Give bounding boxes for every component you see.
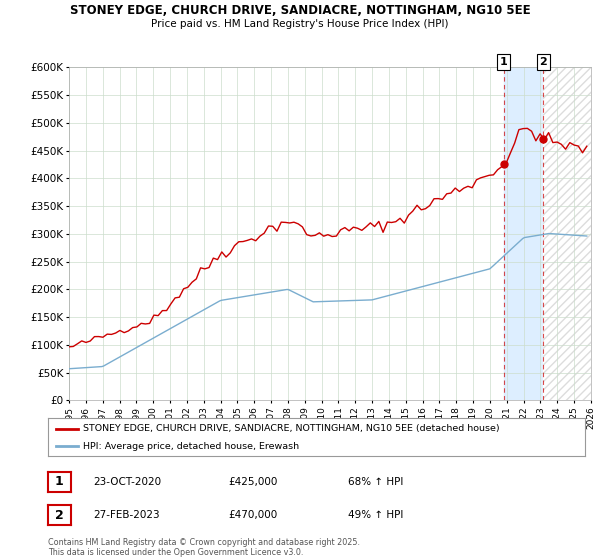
Text: 2: 2 bbox=[55, 508, 64, 522]
Text: Price paid vs. HM Land Registry's House Price Index (HPI): Price paid vs. HM Land Registry's House … bbox=[151, 19, 449, 29]
Text: STONEY EDGE, CHURCH DRIVE, SANDIACRE, NOTTINGHAM, NG10 5EE (detached house): STONEY EDGE, CHURCH DRIVE, SANDIACRE, NO… bbox=[83, 424, 500, 433]
Text: 23-OCT-2020: 23-OCT-2020 bbox=[93, 477, 161, 487]
Text: 1: 1 bbox=[500, 57, 508, 67]
Text: Contains HM Land Registry data © Crown copyright and database right 2025.
This d: Contains HM Land Registry data © Crown c… bbox=[48, 538, 360, 557]
Bar bbox=[543, 67, 591, 400]
Bar bbox=[504, 67, 543, 400]
Text: £425,000: £425,000 bbox=[228, 477, 277, 487]
Bar bbox=[543, 67, 591, 400]
Text: STONEY EDGE, CHURCH DRIVE, SANDIACRE, NOTTINGHAM, NG10 5EE: STONEY EDGE, CHURCH DRIVE, SANDIACRE, NO… bbox=[70, 4, 530, 17]
Text: 2: 2 bbox=[539, 57, 547, 67]
Text: 68% ↑ HPI: 68% ↑ HPI bbox=[348, 477, 403, 487]
Text: 49% ↑ HPI: 49% ↑ HPI bbox=[348, 510, 403, 520]
Text: HPI: Average price, detached house, Erewash: HPI: Average price, detached house, Erew… bbox=[83, 442, 299, 451]
Text: £470,000: £470,000 bbox=[228, 510, 277, 520]
Text: 27-FEB-2023: 27-FEB-2023 bbox=[93, 510, 160, 520]
Text: 1: 1 bbox=[55, 475, 64, 488]
